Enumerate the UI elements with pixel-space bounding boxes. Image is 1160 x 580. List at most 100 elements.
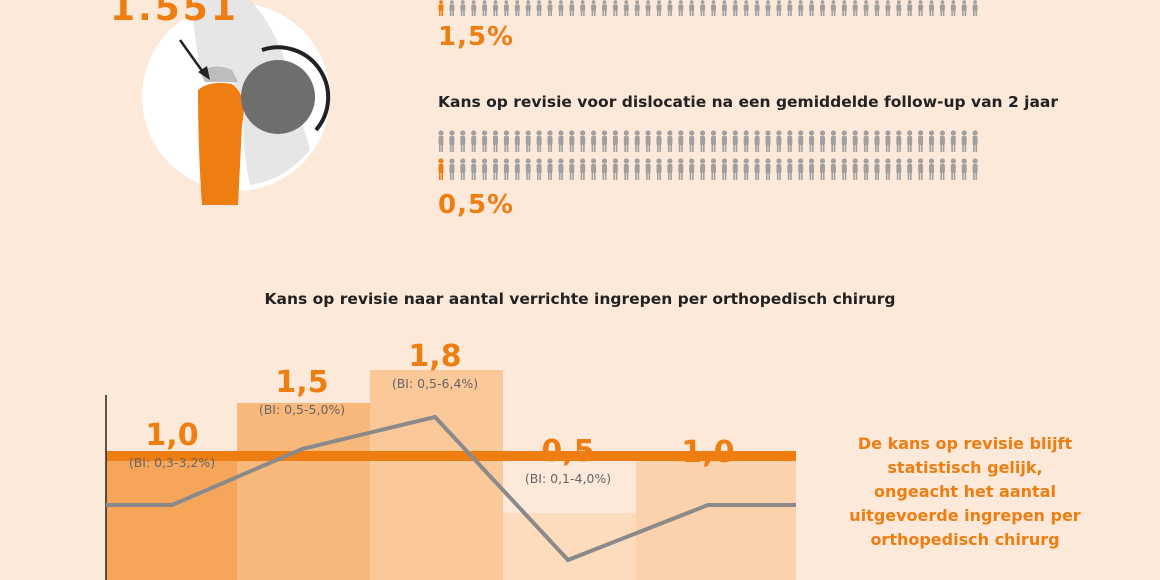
person-icon xyxy=(438,158,444,180)
bar xyxy=(503,513,636,580)
person-icon xyxy=(939,158,945,180)
person-icon xyxy=(732,158,738,180)
person-icon xyxy=(863,130,869,152)
person-icon xyxy=(809,0,815,16)
person-icon xyxy=(754,130,760,152)
person-icon xyxy=(700,130,706,152)
side-note: De kans op revisie blijft statistisch ge… xyxy=(849,434,1081,549)
person-icon xyxy=(776,0,782,16)
person-icon xyxy=(830,130,836,152)
person-icon xyxy=(536,130,542,152)
person-icon xyxy=(591,0,597,16)
person-icon xyxy=(547,158,553,180)
person-icon xyxy=(569,130,575,152)
person-icon xyxy=(896,130,902,152)
person-icon xyxy=(929,0,934,16)
person-icon xyxy=(449,158,455,180)
person-icon xyxy=(841,0,847,16)
person-icon xyxy=(503,158,509,180)
person-icon xyxy=(787,158,793,180)
person-icon xyxy=(602,0,607,16)
person-icon xyxy=(634,158,640,180)
person-icon xyxy=(896,158,902,180)
person-icon xyxy=(449,0,455,16)
person-icon xyxy=(536,158,542,180)
person-icon xyxy=(438,130,444,152)
bar xyxy=(106,458,237,580)
person-icon xyxy=(972,130,978,152)
person-icon xyxy=(939,0,945,16)
person-icon xyxy=(569,0,575,16)
person-icon xyxy=(547,0,553,16)
person-icon xyxy=(841,158,847,180)
person-icon xyxy=(656,130,662,152)
person-icon xyxy=(503,0,509,16)
dislocation-heading: Kans op revisie voor dislocatie na een g… xyxy=(438,93,1059,111)
person-icon xyxy=(819,130,826,152)
person-icon xyxy=(830,0,836,16)
person-icon xyxy=(721,158,727,180)
person-icon xyxy=(776,130,782,152)
trend-line xyxy=(106,414,796,563)
person-icon xyxy=(721,130,727,152)
person-icon xyxy=(547,130,553,152)
person-icon xyxy=(885,158,891,180)
person-icon xyxy=(961,130,967,152)
person-icon xyxy=(493,0,498,16)
person-icon xyxy=(874,130,880,152)
dislocation-percentage: 0,5% xyxy=(438,190,515,220)
person-icon xyxy=(961,158,967,180)
person-icon xyxy=(928,130,935,152)
person-icon xyxy=(732,0,738,16)
person-icon xyxy=(863,0,869,16)
person-icon xyxy=(754,0,760,16)
person-icon xyxy=(656,158,662,180)
person-icon xyxy=(438,0,444,16)
ci-label: (BI: 0,3-3,2%) xyxy=(129,455,215,470)
person-icon xyxy=(612,158,618,180)
person-icon xyxy=(503,130,509,152)
person-icon xyxy=(525,130,531,152)
person-icon xyxy=(482,0,488,16)
person-icon xyxy=(711,0,716,16)
person-icon xyxy=(787,0,793,16)
person-icon xyxy=(525,0,531,16)
person-icon xyxy=(471,0,477,16)
person-icon xyxy=(612,0,618,16)
reference-line xyxy=(106,451,796,461)
person-icon xyxy=(667,130,673,152)
person-icon xyxy=(460,130,466,152)
person-icon xyxy=(580,158,586,180)
person-icon xyxy=(732,130,738,152)
bar xyxy=(237,403,370,580)
person-icon xyxy=(623,0,629,16)
person-icon xyxy=(525,158,531,180)
person-icon xyxy=(536,0,542,16)
person-icon xyxy=(580,0,586,16)
ci-label: (BI: 0,5-5,0%) xyxy=(259,402,345,417)
person-icon xyxy=(667,158,673,180)
person-icon xyxy=(601,158,608,180)
person-icon xyxy=(514,158,520,180)
person-icon xyxy=(689,0,695,16)
person-icon xyxy=(689,158,695,180)
person-icon xyxy=(601,130,608,152)
person-icon xyxy=(798,0,804,16)
person-icon xyxy=(918,158,924,180)
person-icon xyxy=(852,0,858,16)
person-icon xyxy=(961,0,967,16)
person-icon xyxy=(787,130,793,152)
person-icon xyxy=(558,158,564,180)
person-icon xyxy=(776,158,782,180)
person-icon xyxy=(449,130,455,152)
ci-label: (BI: 0,5-6,4%) xyxy=(392,376,478,391)
person-icon xyxy=(580,130,586,152)
bar xyxy=(370,370,503,580)
person-icon xyxy=(972,0,978,16)
person-icon xyxy=(841,130,847,152)
person-icon xyxy=(885,0,891,16)
person-icon xyxy=(819,158,826,180)
person-icon xyxy=(634,0,640,16)
people-pictogram-row xyxy=(438,130,978,152)
person-icon xyxy=(700,158,706,180)
